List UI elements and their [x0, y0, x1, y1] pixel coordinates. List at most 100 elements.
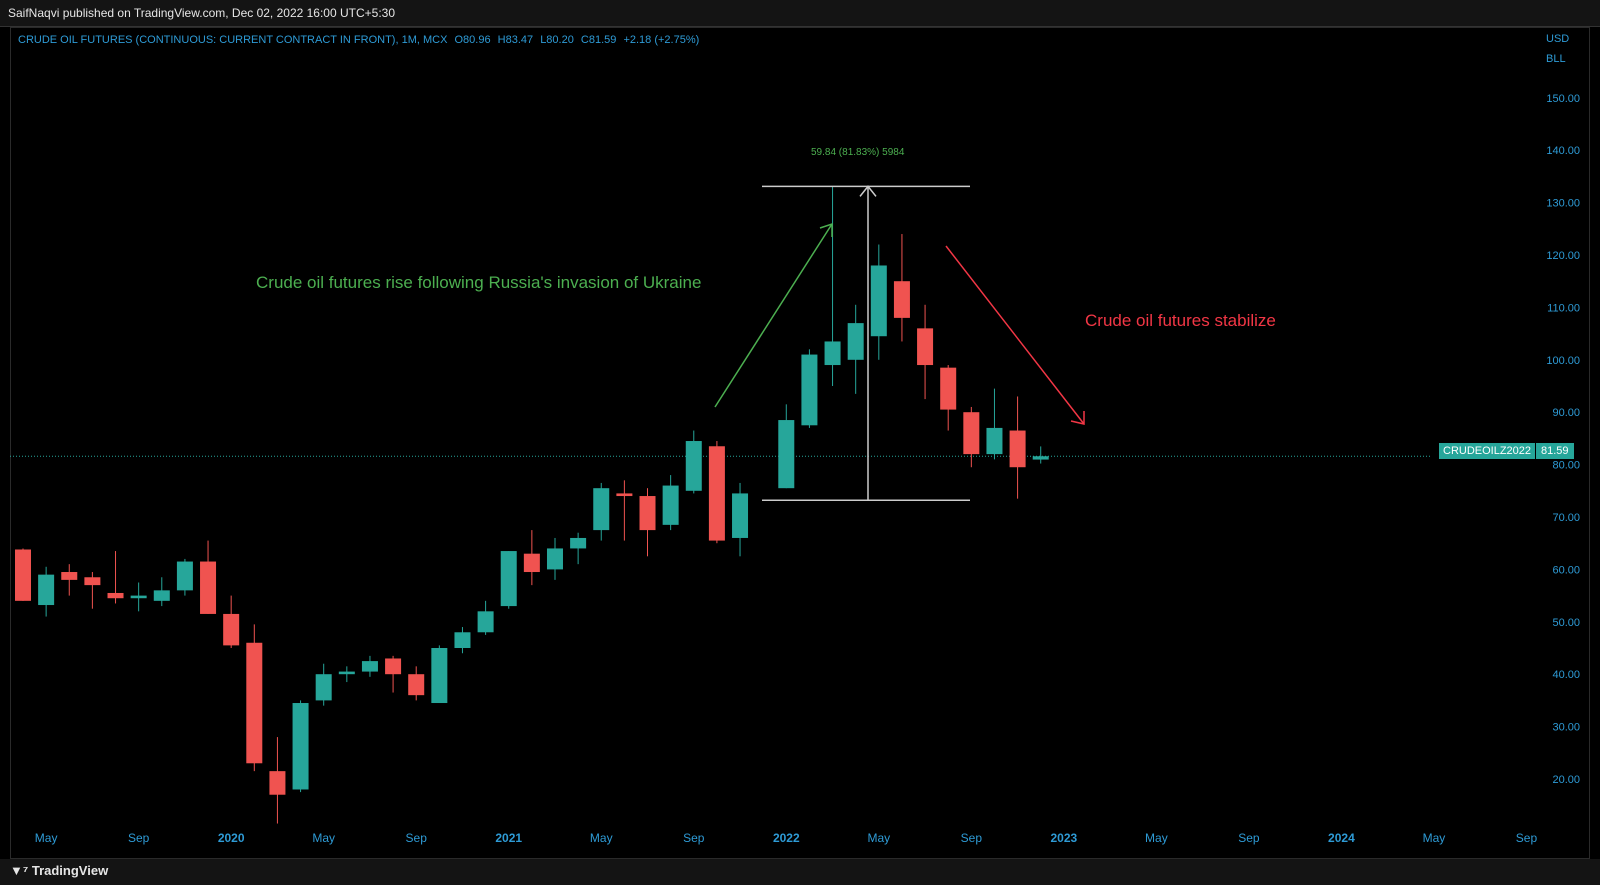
- candle-body: [570, 537, 587, 549]
- axis-currency: USD: [1546, 33, 1570, 45]
- y-tick-label: 150.00: [1546, 93, 1580, 105]
- symbol-name: CRUDE OIL FUTURES (CONTINUOUS: CURRENT C…: [18, 34, 448, 46]
- candle-body: [847, 323, 864, 360]
- x-tick-label: 2022: [773, 831, 800, 845]
- candle-body: [986, 427, 1003, 455]
- candle-body: [454, 632, 471, 648]
- ohlc-open: O80.96: [454, 34, 491, 46]
- candle-body: [269, 771, 286, 795]
- candle-body: [15, 549, 31, 601]
- footer-bar: ▼⁷ TradingView: [0, 859, 1600, 885]
- candle-body: [338, 671, 355, 675]
- x-tick-label: May: [1145, 831, 1168, 845]
- candle-body: [292, 703, 309, 790]
- symbol-info: CRUDE OIL FUTURES (CONTINUOUS: CURRENT C…: [18, 34, 703, 46]
- x-tick-label: 2021: [495, 831, 522, 845]
- candle-body: [546, 548, 563, 570]
- axis-unit: BLL: [1546, 53, 1566, 65]
- candle-body: [870, 265, 887, 337]
- stabilize-arrowhead: [1070, 411, 1085, 425]
- candle-body: [639, 496, 656, 531]
- y-tick-label: 70.00: [1552, 512, 1580, 524]
- x-tick-label: Sep: [683, 831, 705, 845]
- candle-body: [153, 590, 170, 601]
- stabilize-annotation: Crude oil futures stabilize: [1085, 311, 1276, 330]
- x-tick-label: 2024: [1328, 831, 1355, 845]
- candle-body: [685, 441, 702, 491]
- x-tick-label: May: [312, 831, 335, 845]
- y-tick-label: 30.00: [1552, 722, 1580, 734]
- candle-body: [616, 493, 633, 497]
- x-tick-label: Sep: [128, 831, 150, 845]
- x-tick-label: Sep: [961, 831, 983, 845]
- candle-body: [84, 577, 101, 586]
- x-tick-label: May: [867, 831, 890, 845]
- candle-body: [176, 561, 193, 591]
- publisher-bar: SaifNaqvi published on TradingView.com, …: [0, 0, 1600, 27]
- candle-body: [1009, 430, 1026, 468]
- y-tick-label: 20.00: [1552, 774, 1580, 786]
- publisher-text: SaifNaqvi published on TradingView.com, …: [8, 6, 396, 20]
- y-tick-label: 90.00: [1552, 407, 1580, 419]
- measure-arrowhead: [859, 185, 877, 197]
- candle-body: [246, 642, 263, 764]
- last-price-value-tag: 81.59: [1536, 443, 1574, 459]
- candle-body: [200, 561, 217, 614]
- candle-body: [778, 420, 795, 489]
- tradingview-logo-icon: ▼⁷: [10, 863, 32, 878]
- y-tick-label: 50.00: [1552, 617, 1580, 629]
- x-tick-label: 2020: [218, 831, 245, 845]
- last-price-symbol-tag: CRUDEOILZ2022: [1439, 443, 1536, 459]
- brand-name: TradingView: [31, 863, 109, 878]
- y-tick-label: 110.00: [1547, 302, 1580, 314]
- candle-body: [593, 488, 610, 531]
- x-tick-label: Sep: [1516, 831, 1538, 845]
- x-tick-label: May: [1423, 831, 1446, 845]
- ohlc-change: +2.18 (+2.75%): [623, 34, 700, 46]
- rise-annotation: Crude oil futures rise following Russia'…: [256, 273, 702, 292]
- y-tick-label: 80.00: [1552, 460, 1580, 472]
- candle-body: [431, 648, 448, 704]
- candle-body: [361, 661, 378, 672]
- y-tick-label: 130.00: [1546, 198, 1580, 210]
- ohlc-low: L80.20: [540, 34, 574, 46]
- candle-body: [893, 281, 910, 318]
- candle-body: [107, 592, 124, 599]
- chart-area[interactable]: [10, 27, 1590, 859]
- candle-body: [61, 572, 78, 580]
- rise-arrow: [714, 223, 833, 408]
- y-tick-label: 40.00: [1552, 669, 1580, 681]
- candle-body: [662, 485, 679, 525]
- candle-body: [523, 553, 540, 573]
- candle-body: [917, 328, 934, 366]
- y-tick-label: 60.00: [1552, 564, 1580, 576]
- x-tick-label: May: [590, 831, 613, 845]
- ohlc-high: H83.47: [497, 34, 534, 46]
- candle-body: [708, 446, 725, 541]
- candle-body: [963, 412, 980, 455]
- stabilize-arrow: [945, 245, 1085, 425]
- candle-body: [38, 574, 55, 606]
- candle-body: [408, 674, 425, 696]
- candle-body: [130, 595, 147, 599]
- candle-body: [732, 493, 749, 538]
- x-tick-label: 2023: [1050, 831, 1077, 845]
- candle-body: [500, 551, 517, 607]
- y-tick-label: 140.00: [1546, 145, 1580, 157]
- x-tick-label: Sep: [1238, 831, 1260, 845]
- candle-body: [801, 354, 818, 426]
- y-tick-label: 120.00: [1546, 250, 1580, 262]
- candle-body: [824, 341, 841, 366]
- candle-body: [385, 658, 402, 675]
- x-tick-label: Sep: [406, 831, 428, 845]
- candle-body: [940, 367, 957, 410]
- candle-body: [315, 674, 332, 701]
- candle-body: [1032, 456, 1049, 460]
- measure-label: 59.84 (81.83%) 5984: [811, 147, 905, 158]
- candle-body: [477, 611, 494, 633]
- x-tick-label: May: [35, 831, 58, 845]
- candle-body: [223, 613, 240, 646]
- rise-arrowhead: [819, 222, 833, 237]
- tradingview-logo[interactable]: ▼⁷ TradingView: [10, 863, 108, 878]
